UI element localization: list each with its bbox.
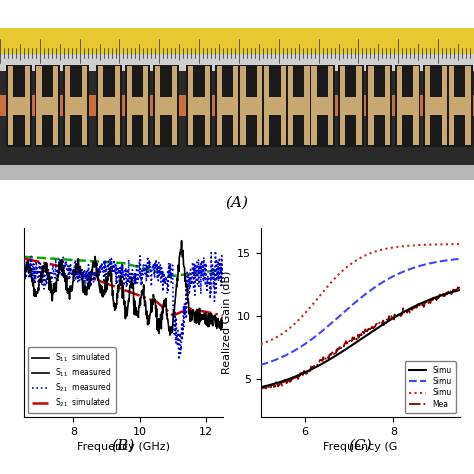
Bar xyxy=(125,65,150,147)
Bar xyxy=(311,97,333,115)
X-axis label: Frequency (GHz): Frequency (GHz) xyxy=(77,442,170,452)
Bar xyxy=(96,65,122,147)
Bar xyxy=(240,66,246,145)
Bar xyxy=(36,66,42,145)
Bar xyxy=(397,97,419,115)
Bar xyxy=(310,65,335,147)
Bar xyxy=(338,65,364,147)
Bar xyxy=(425,97,447,115)
Bar xyxy=(449,97,471,115)
Bar xyxy=(311,66,317,145)
Bar xyxy=(127,97,148,115)
Bar xyxy=(423,65,449,147)
Bar xyxy=(25,66,30,145)
Bar xyxy=(8,66,13,145)
Y-axis label: Realized Gain (dB): Realized Gain (dB) xyxy=(221,271,231,374)
Bar xyxy=(281,66,286,145)
Bar xyxy=(465,66,471,145)
Bar xyxy=(155,66,160,145)
Bar xyxy=(385,66,390,145)
Bar xyxy=(442,66,447,145)
Bar xyxy=(366,65,392,147)
Bar xyxy=(449,66,454,145)
Bar xyxy=(233,66,238,145)
Bar xyxy=(257,66,262,145)
Bar xyxy=(0,71,474,165)
Bar xyxy=(186,65,212,147)
Bar xyxy=(286,65,311,147)
Bar xyxy=(172,66,177,145)
Bar xyxy=(240,97,262,115)
Bar xyxy=(217,97,238,115)
Bar xyxy=(53,66,58,145)
Bar xyxy=(36,97,58,115)
Bar xyxy=(98,66,103,145)
Bar xyxy=(262,65,288,147)
Bar xyxy=(395,65,420,147)
Bar xyxy=(340,66,345,145)
Bar xyxy=(264,97,286,115)
Bar xyxy=(65,66,70,145)
Bar xyxy=(188,97,210,115)
Bar xyxy=(217,66,222,145)
Text: (B): (B) xyxy=(111,438,135,453)
Bar xyxy=(205,66,210,145)
Bar xyxy=(264,66,269,145)
Bar xyxy=(0,95,474,117)
Bar xyxy=(238,65,264,147)
Bar xyxy=(425,66,430,145)
Bar xyxy=(115,66,120,145)
Legend: Simu, Simu, Simu, Mea: Simu, Simu, Simu, Mea xyxy=(405,361,456,413)
Bar xyxy=(215,65,240,147)
Bar xyxy=(288,97,310,115)
Bar xyxy=(447,65,473,147)
X-axis label: Frequency (G: Frequency (G xyxy=(323,442,397,452)
Bar xyxy=(98,97,120,115)
Bar xyxy=(368,97,390,115)
Bar xyxy=(8,97,30,115)
Bar xyxy=(0,54,474,71)
Bar xyxy=(6,65,32,147)
Bar xyxy=(0,165,474,180)
Bar xyxy=(188,66,193,145)
Bar xyxy=(397,66,402,145)
Bar xyxy=(155,97,177,115)
Bar xyxy=(304,66,310,145)
Bar xyxy=(288,66,293,145)
Bar xyxy=(340,97,362,115)
Bar xyxy=(328,66,333,145)
Bar xyxy=(63,65,89,147)
Bar xyxy=(368,66,374,145)
Bar xyxy=(35,65,60,147)
Text: (A): (A) xyxy=(226,195,248,210)
Bar xyxy=(0,28,474,54)
Bar xyxy=(65,97,87,115)
Bar xyxy=(413,66,419,145)
Bar xyxy=(356,66,362,145)
Legend: S$_{11}$  simulated, S$_{11}$  measured, S$_{21}$  measured, S$_{21}$  simulated: S$_{11}$ simulated, S$_{11}$ measured, S… xyxy=(27,347,116,413)
Bar xyxy=(153,65,179,147)
Bar xyxy=(82,66,87,145)
Bar xyxy=(143,66,148,145)
Text: (C): (C) xyxy=(348,438,372,453)
Bar xyxy=(127,66,132,145)
